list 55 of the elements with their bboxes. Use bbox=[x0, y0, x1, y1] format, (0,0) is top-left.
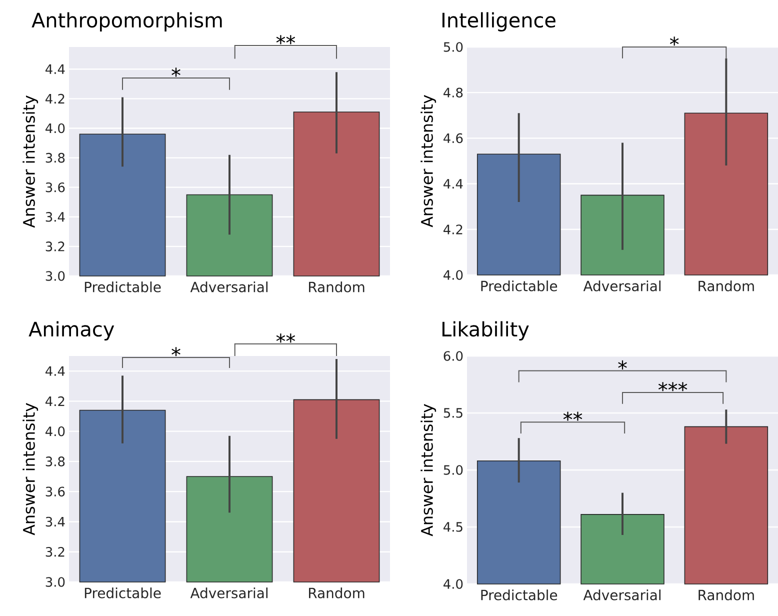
chart-title: Intelligence bbox=[442, 12, 556, 32]
y-tick-label: 4.6 bbox=[444, 133, 463, 144]
y-axis-title: Answer intensity bbox=[22, 403, 38, 536]
y-tick-label: 4.0 bbox=[444, 579, 463, 589]
y-tick-label: 3.2 bbox=[46, 546, 64, 557]
y-tick-label: 4.8 bbox=[444, 88, 463, 98]
text: ** bbox=[276, 334, 296, 343]
y-tick-label: 4.2 bbox=[46, 94, 64, 104]
y-tick-label: 4.4 bbox=[46, 366, 65, 376]
text: * bbox=[670, 36, 679, 46]
y-tick-label: 3.6 bbox=[46, 182, 65, 192]
x-tick-label: Adversarial bbox=[190, 588, 268, 598]
annotation: *** bbox=[658, 382, 688, 392]
annotation: ** bbox=[563, 412, 582, 421]
y-tick-label: 4.5 bbox=[444, 522, 462, 532]
y-tick-label: 3.2 bbox=[46, 242, 64, 252]
y-tick-label: 6.0 bbox=[444, 351, 463, 361]
y-tick-label: 3.0 bbox=[46, 271, 65, 281]
x-tick-label: Adversarial bbox=[190, 282, 268, 292]
y-tick-label: 3.8 bbox=[46, 456, 65, 466]
x-tick-label: Adversarial bbox=[583, 280, 660, 292]
y-tick-label: 3.4 bbox=[46, 212, 65, 222]
x-tick-label: Random bbox=[309, 588, 364, 598]
y-tick-label: 4.0 bbox=[444, 270, 463, 280]
annotation: * bbox=[618, 360, 627, 370]
chart-title: Likability bbox=[442, 321, 529, 340]
y-tick-label: 4.0 bbox=[46, 123, 65, 134]
y-tick-label: 4.4 bbox=[444, 179, 463, 189]
y-tick-label: 4.2 bbox=[46, 396, 64, 406]
y-axis-title: Answer intensity bbox=[420, 95, 436, 228]
x-tick-label: Random bbox=[698, 590, 754, 600]
x-tick-label: Predictable bbox=[481, 590, 558, 600]
chart-title: Animacy bbox=[28, 321, 114, 340]
y-axis-title: Answer intensity bbox=[22, 96, 38, 228]
annotation: * bbox=[172, 347, 180, 356]
y-tick-label: 3.8 bbox=[46, 152, 65, 163]
y-tick-label: 4.0 bbox=[46, 426, 65, 436]
annotation: * bbox=[172, 68, 180, 77]
x-tick-label: Predictable bbox=[84, 282, 161, 292]
x-tick-label: Adversarial bbox=[583, 590, 660, 600]
y-tick-label: 4.2 bbox=[444, 224, 462, 234]
y-tick-label: 5.5 bbox=[444, 408, 462, 418]
y-tick-label: 3.0 bbox=[46, 577, 65, 587]
text: ** bbox=[276, 35, 296, 44]
y-tick-label: 5.0 bbox=[444, 465, 463, 475]
x-tick-label: Predictable bbox=[84, 588, 161, 598]
y-tick-label: 4.4 bbox=[46, 64, 65, 74]
y-tick-label: 3.6 bbox=[46, 486, 65, 496]
y-axis-title: Answer intensity bbox=[420, 404, 436, 536]
x-tick-label: Random bbox=[309, 282, 364, 292]
y-tick-label: 3.4 bbox=[46, 516, 65, 527]
x-tick-label: Predictable bbox=[481, 280, 558, 292]
y-tick-label: 5.0 bbox=[444, 42, 463, 52]
chart-title: Anthropomorphism bbox=[32, 12, 222, 32]
x-tick-label: Random bbox=[698, 280, 754, 292]
